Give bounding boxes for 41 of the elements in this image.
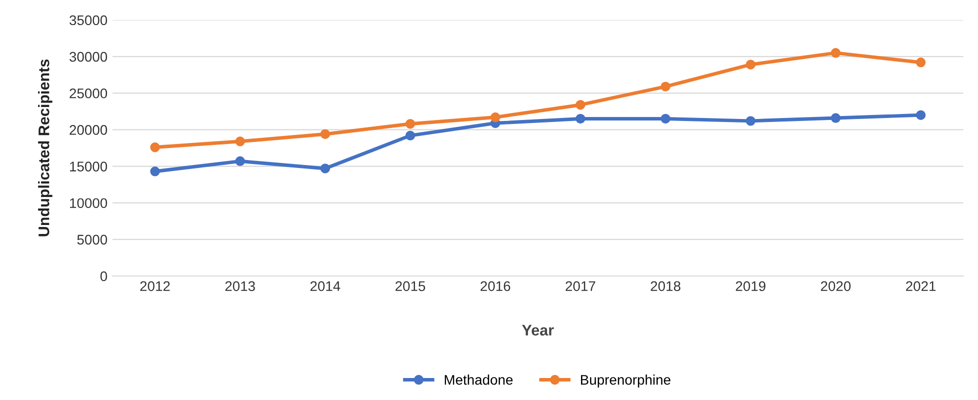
y-tick-label: 25000 xyxy=(70,88,108,98)
point xyxy=(150,142,160,152)
x-tick-label: 2015 xyxy=(396,281,426,292)
y-axis-title: Unduplicated Recipients xyxy=(38,59,52,236)
point xyxy=(235,156,245,166)
y-tick-label: 35000 xyxy=(70,15,108,26)
point xyxy=(150,166,160,176)
x-axis-title: Year xyxy=(522,324,554,336)
y-tick-label: 20000 xyxy=(70,125,108,135)
point xyxy=(746,60,756,70)
x-tick-label: 2021 xyxy=(906,281,936,292)
point xyxy=(576,100,586,110)
point xyxy=(916,110,926,120)
y-tick-label: 10000 xyxy=(70,198,108,208)
point xyxy=(830,48,841,58)
x-tick-label: 2016 xyxy=(480,281,510,292)
y-tick-label: 30000 xyxy=(70,52,108,62)
y-tick-label: 0 xyxy=(100,271,108,282)
point xyxy=(405,130,416,140)
point xyxy=(235,136,245,146)
y-tick-label: 15000 xyxy=(70,162,108,172)
point xyxy=(320,164,330,174)
x-tick-label: 2012 xyxy=(140,281,170,292)
point xyxy=(660,82,670,92)
point xyxy=(320,129,330,139)
x-tick-label: 2013 xyxy=(225,281,255,292)
y-tick-label: 5000 xyxy=(77,234,108,245)
point xyxy=(576,114,586,124)
x-tick-label: 2017 xyxy=(566,281,596,292)
x-tick-label: 2014 xyxy=(310,281,340,292)
x-tick-label: 2019 xyxy=(736,281,766,292)
point xyxy=(916,58,926,68)
point xyxy=(490,112,500,122)
point xyxy=(830,113,841,123)
x-tick-label: 2018 xyxy=(650,281,680,292)
x-tick-label: 2020 xyxy=(820,281,851,292)
legend-label: Buprenorphine xyxy=(581,374,670,388)
point xyxy=(660,114,670,124)
point xyxy=(746,116,756,126)
legend-label: Methadone xyxy=(444,374,513,385)
point xyxy=(405,119,416,129)
